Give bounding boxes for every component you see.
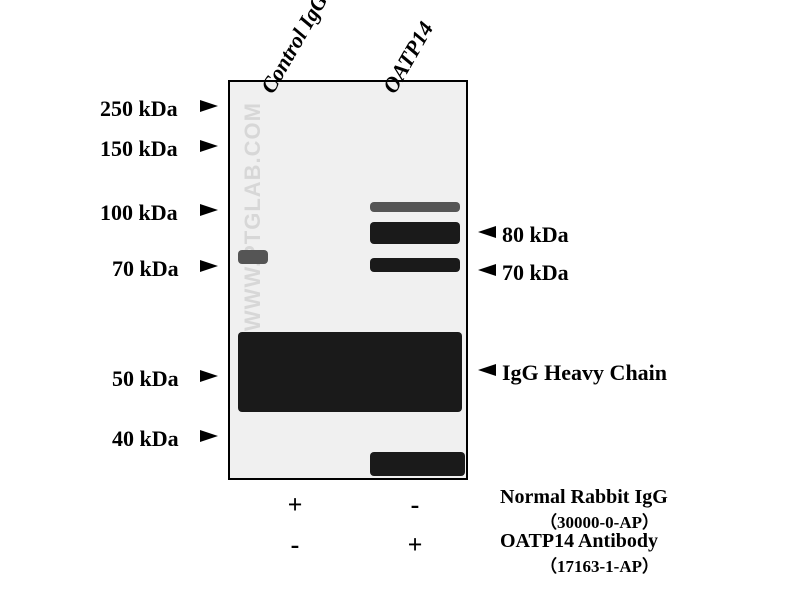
blot-band-faint <box>238 250 268 264</box>
pm-r1c2: - <box>400 490 430 520</box>
igg-heavy-chain: IgG Heavy Chain <box>502 360 667 386</box>
blot-band <box>370 452 465 476</box>
blot-box: WWW.PTGLAB.COM <box>228 80 468 480</box>
arrow-icon <box>200 100 218 112</box>
band-70: 70 kDa <box>502 260 569 286</box>
mw-70: 70 kDa <box>112 256 179 282</box>
mw-100: 100 kDa <box>100 200 178 226</box>
arrow-icon <box>478 364 496 376</box>
legend-normal-igg: Normal Rabbit IgG <box>500 486 668 509</box>
mw-150: 150 kDa <box>100 136 178 162</box>
watermark-text: WWW.PTGLAB.COM <box>240 102 266 331</box>
legend-target-ab: OATP14 Antibody <box>500 530 658 553</box>
mw-50: 50 kDa <box>112 366 179 392</box>
blot-band <box>370 258 460 272</box>
arrow-icon <box>200 140 218 152</box>
arrow-icon <box>200 260 218 272</box>
pm-r1c1: + <box>280 490 310 520</box>
arrow-icon <box>478 264 496 276</box>
mw-40: 40 kDa <box>112 426 179 452</box>
band-80: 80 kDa <box>502 222 569 248</box>
legend-target-ab-cat: （17163-1-AP） <box>540 552 659 577</box>
arrow-icon <box>478 226 496 238</box>
blot-band <box>238 332 462 412</box>
mw-250: 250 kDa <box>100 96 178 122</box>
pm-r2c1: - <box>280 530 310 560</box>
blot-band-faint <box>370 202 460 212</box>
pm-r2c2: + <box>400 530 430 560</box>
figure-container: WWW.PTGLAB.COM Control IgG OATP14 250 kD… <box>0 0 800 600</box>
arrow-icon <box>200 370 218 382</box>
blot-band <box>370 222 460 244</box>
arrow-icon <box>200 430 218 442</box>
arrow-icon <box>200 204 218 216</box>
